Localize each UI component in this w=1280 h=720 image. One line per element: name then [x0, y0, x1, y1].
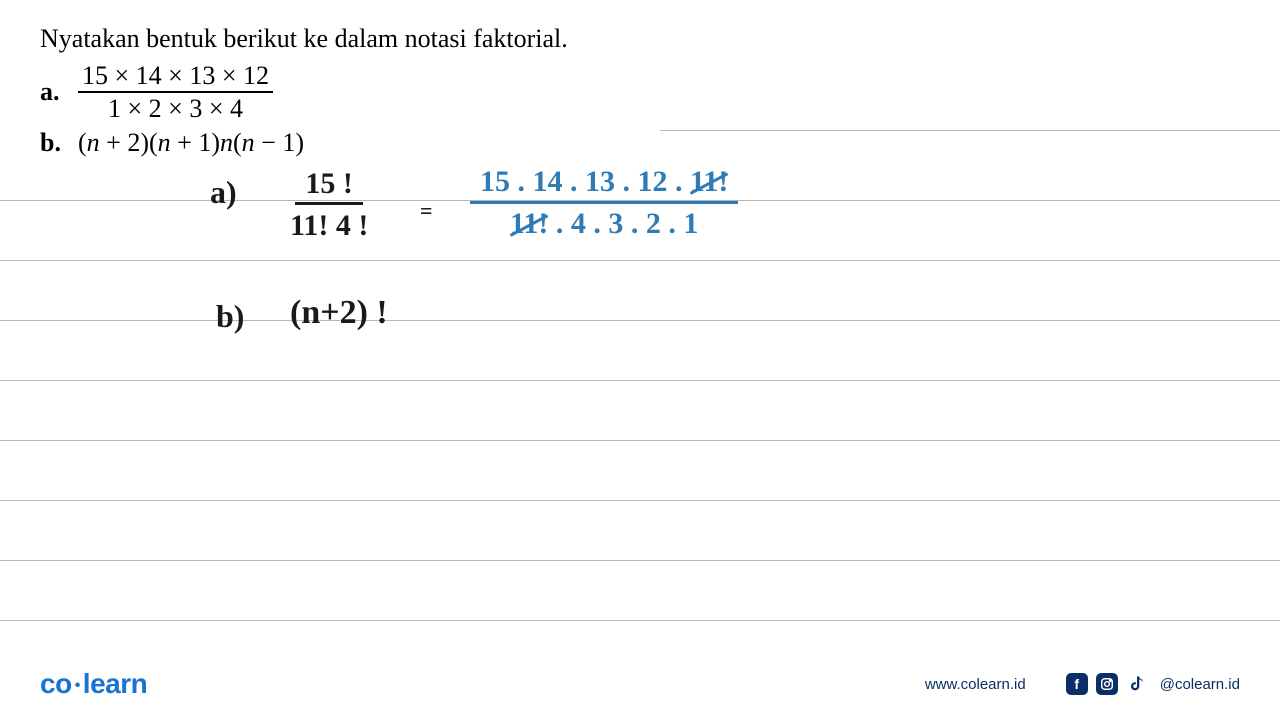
ruled-line	[0, 620, 1280, 621]
ruled-line	[0, 260, 1280, 261]
ruled-line	[0, 380, 1280, 381]
handwritten-b-expression: (n+2) !	[290, 294, 388, 332]
tiktok-icon	[1126, 673, 1148, 695]
fraction-a-numerator: 15 × 14 × 13 × 12	[78, 60, 273, 93]
hw-num-strike: 11!	[690, 162, 728, 201]
hw-a-frac2-den: 11! . 4 . 3 . 2 . 1	[500, 204, 708, 243]
ruled-line	[0, 320, 1280, 321]
ruled-line	[0, 440, 1280, 441]
colearn-logo: co•learn	[40, 668, 147, 700]
handwritten-equals: =	[420, 198, 433, 224]
item-b-label: b.	[40, 128, 64, 158]
fraction-a-denominator: 1 × 2 × 3 × 4	[104, 93, 247, 124]
ruled-line	[0, 560, 1280, 561]
item-b-expression: (n + 2)(n + 1)n(n − 1)	[78, 128, 304, 158]
facebook-icon: f	[1066, 673, 1088, 695]
ruled-line	[660, 130, 1280, 131]
handwritten-a-label: a)	[210, 174, 237, 211]
hw-a-frac1-num: 15 !	[295, 166, 363, 205]
ruled-line	[0, 500, 1280, 501]
fraction-a: 15 × 14 × 13 × 12 1 × 2 × 3 × 4	[78, 60, 273, 124]
problem-item-b: b. (n + 2)(n + 1)n(n − 1)	[40, 128, 1240, 158]
website-url: www.colearn.id	[925, 676, 1026, 693]
footer: co•learn www.colearn.id f @colearn.id	[0, 668, 1280, 700]
logo-dot-icon: •	[75, 677, 80, 694]
problem-item-a: a. 15 × 14 × 13 × 12 1 × 2 × 3 × 4	[40, 60, 1240, 124]
problem-statement: Nyatakan bentuk berikut ke dalam notasi …	[0, 0, 1280, 172]
hw-a-frac1-den: 11! 4 !	[280, 205, 378, 247]
hw-num-plain: 15 . 14 . 13 . 12 .	[480, 165, 690, 198]
hw-den-plain: . 4 . 3 . 2 . 1	[548, 207, 698, 240]
social-icons: f @colearn.id	[1066, 673, 1240, 695]
problem-title: Nyatakan bentuk berikut ke dalam notasi …	[40, 24, 1240, 54]
instagram-icon	[1096, 673, 1118, 695]
social-handle: @colearn.id	[1160, 676, 1240, 693]
handwritten-a-fraction-right: 15 . 14 . 13 . 12 . 11! 11! . 4 . 3 . 2 …	[470, 162, 738, 243]
handwritten-a-fraction-left: 15 ! 11! 4 !	[280, 166, 378, 247]
logo-learn: learn	[83, 668, 147, 699]
handwritten-b-label: b)	[216, 298, 244, 335]
hw-den-strike: 11!	[510, 204, 548, 243]
hw-a-frac2-num: 15 . 14 . 13 . 12 . 11!	[470, 162, 738, 204]
logo-co: co	[40, 668, 72, 699]
item-a-label: a.	[40, 77, 64, 107]
